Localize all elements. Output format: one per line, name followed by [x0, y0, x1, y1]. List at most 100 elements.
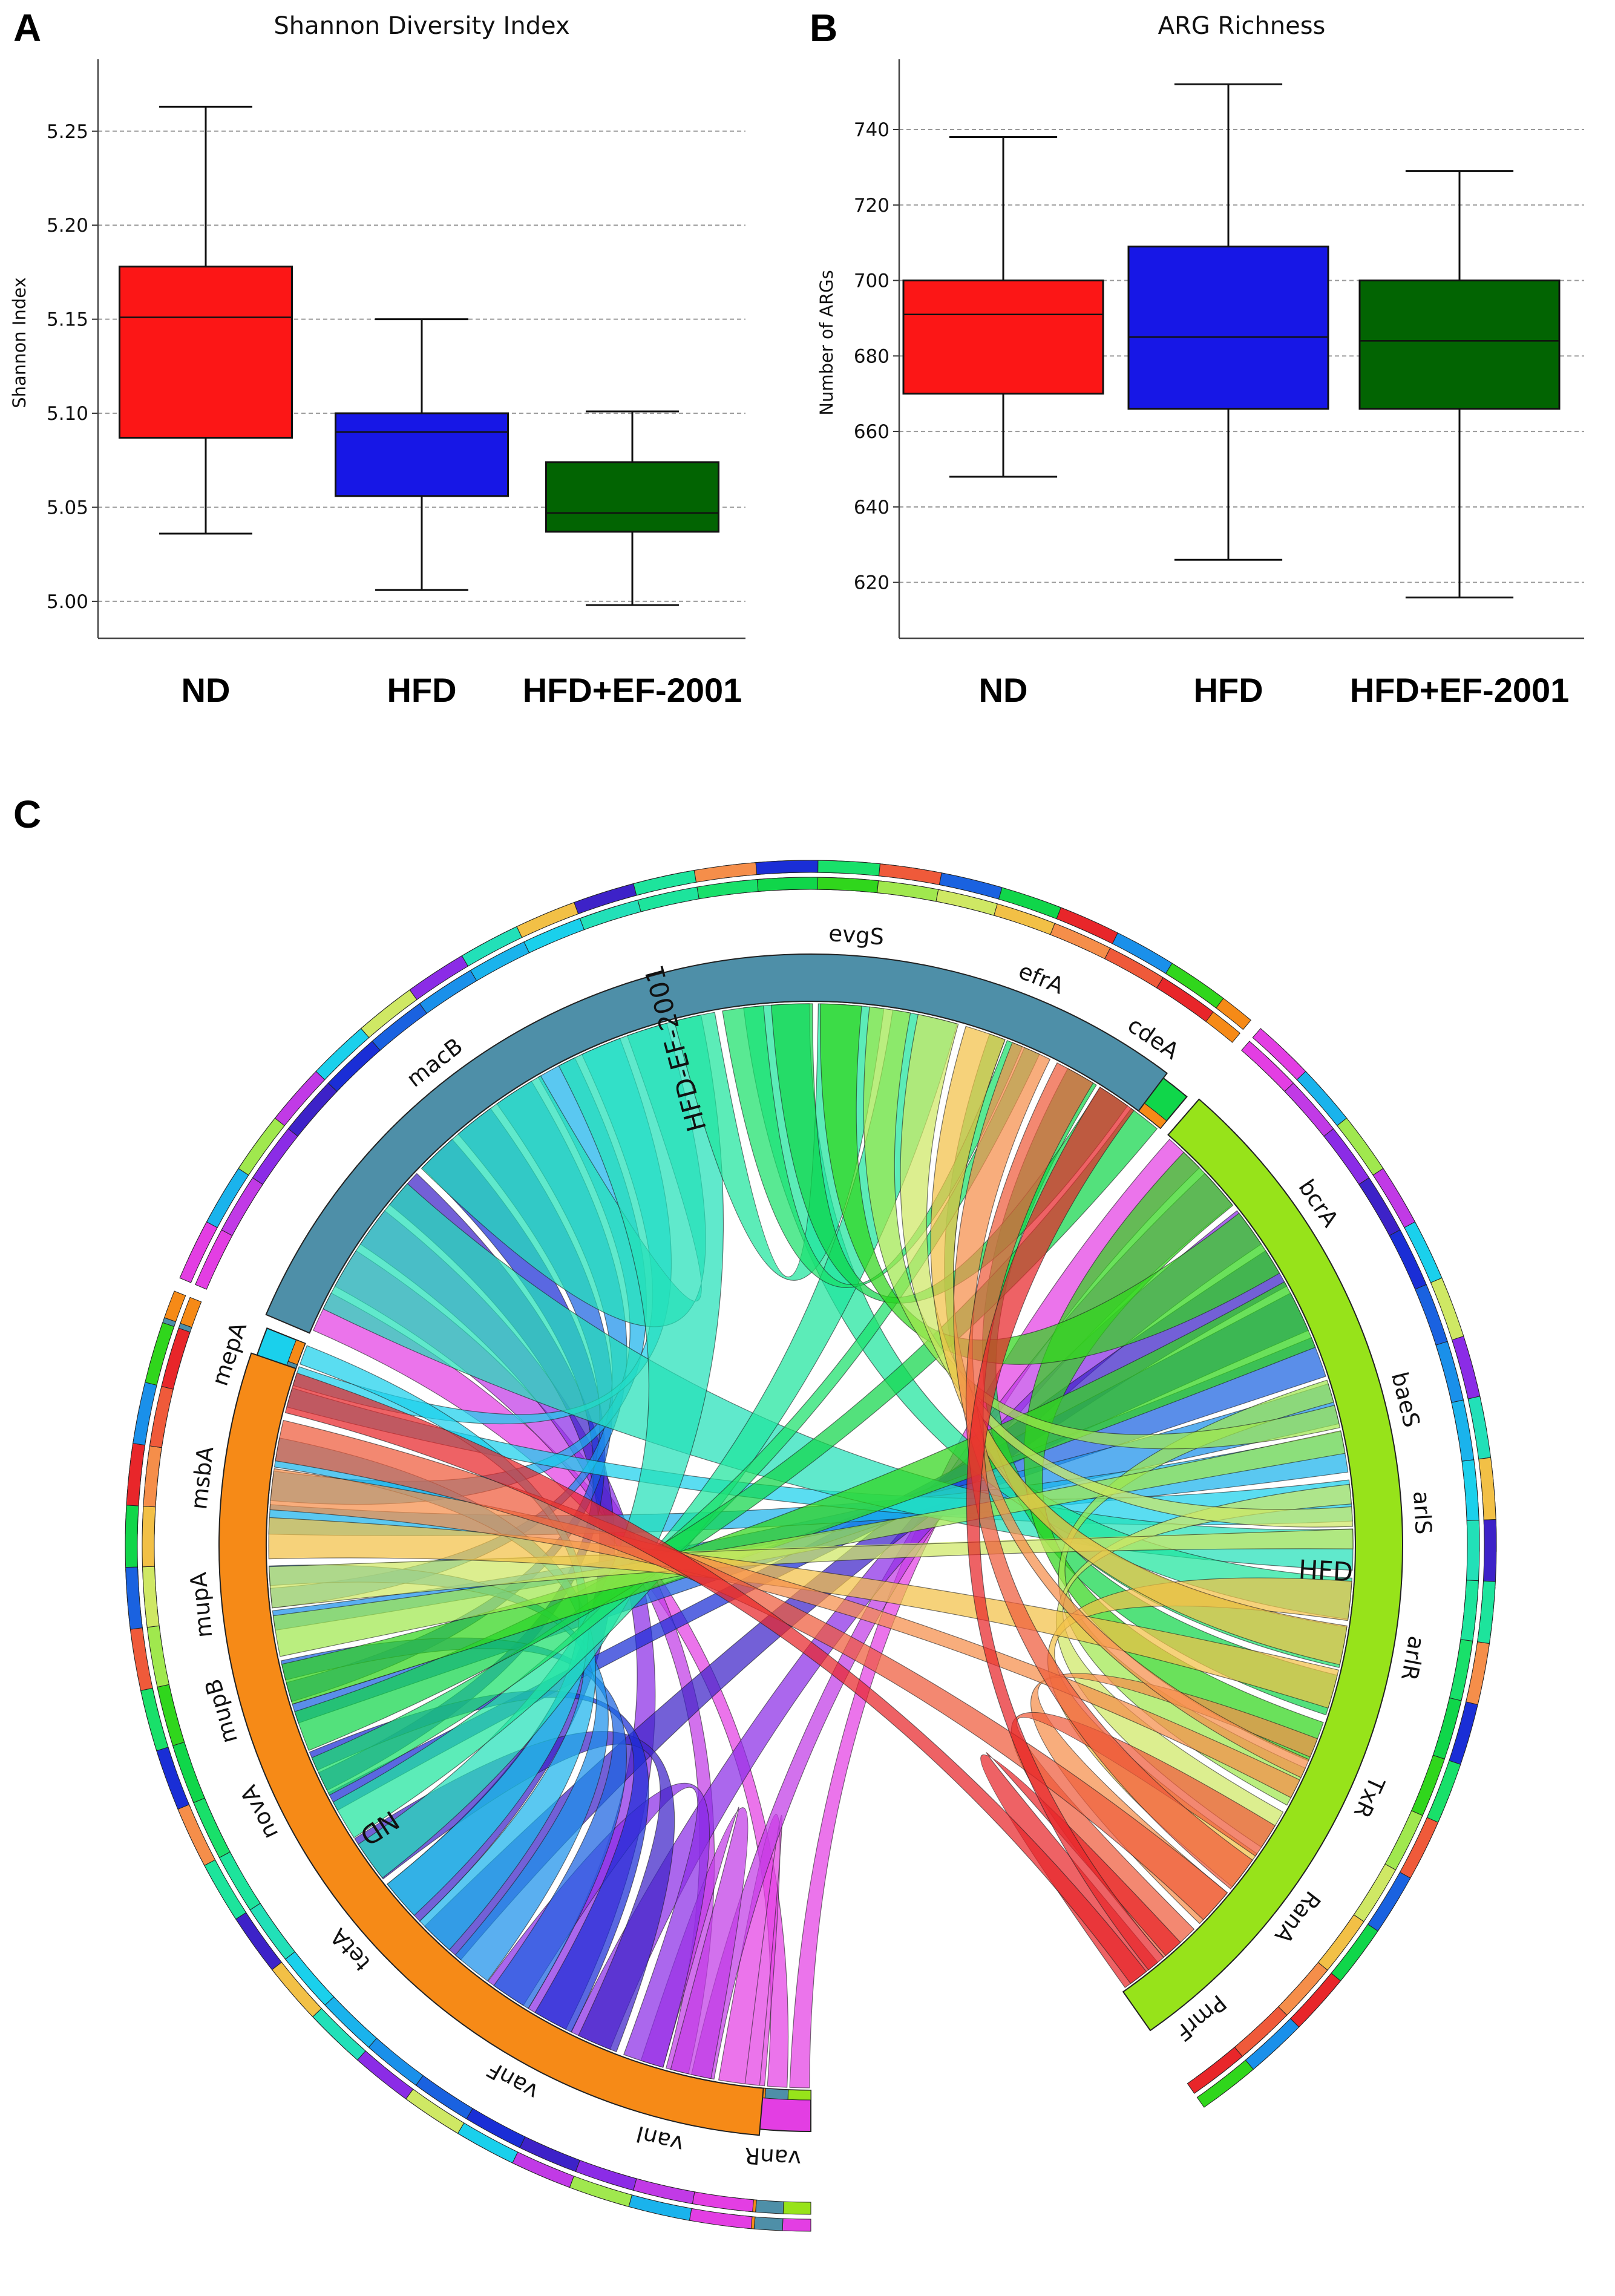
gene-label: arlS: [1408, 1490, 1436, 1535]
outer-segment: [1461, 1459, 1479, 1521]
box-iqr: [902, 280, 1104, 395]
y-tick-label: 700: [854, 270, 889, 292]
outer-segment: [1187, 2046, 1243, 2094]
category-label: HFD: [1193, 671, 1263, 709]
outer-segment: [696, 879, 759, 900]
category-label: ND: [182, 671, 231, 709]
gene-label: arlR: [1396, 1634, 1430, 1683]
box-HFD: [1127, 83, 1329, 561]
y-tick-label: 640: [854, 497, 889, 518]
y-axis-label: Number of ARGs: [816, 270, 837, 415]
outer-segment: [1477, 1580, 1496, 1644]
ribbon-TxR-HFD-EF-2001: [953, 1042, 1310, 1778]
outer-segment: [755, 2199, 784, 2214]
box-ND: [119, 105, 293, 535]
group-label: HFD: [1298, 1555, 1354, 1588]
ribbon-baeS-ND: [272, 1430, 1346, 1657]
outer-segment: [1482, 1519, 1497, 1582]
chart-title: Shannon Diversity Index: [274, 12, 569, 40]
category-label: HFD: [387, 671, 456, 709]
category-label: HFD+EF-2001: [523, 671, 742, 709]
ribbon-vanR-HFD: [789, 1139, 1201, 2088]
box-iqr: [119, 266, 293, 439]
gene-band: [287, 1339, 306, 1365]
outer-segment: [1165, 963, 1224, 1009]
ribbon-RanA-HFD-EF-2001: [965, 1062, 1253, 1889]
y-tick-label: 660: [854, 421, 889, 443]
box-iqr: [335, 412, 509, 497]
outer-segment: [1478, 1457, 1496, 1520]
gene-label: vanI: [634, 2121, 686, 2157]
y-tick-label: 5.05: [47, 497, 88, 518]
y-tick-label: 740: [854, 119, 889, 141]
outer-segment: [1460, 1580, 1479, 1642]
ribbon-arlS-HFD: [1055, 1483, 1352, 1848]
y-tick-label: 720: [854, 195, 889, 217]
ribbon-RanA-ND: [275, 1419, 1228, 1920]
y-tick-label: 5.20: [47, 215, 88, 237]
y-tick-label: 5.25: [47, 121, 88, 143]
outer-segment: [163, 1290, 186, 1323]
outer-segment: [817, 877, 879, 894]
outer-segment: [125, 1505, 139, 1568]
ribbon-arlS-HFD-EF-2001: [900, 1013, 1354, 1528]
outer-segment: [125, 1566, 143, 1630]
panel-label-c: C: [13, 793, 41, 836]
y-tick-label: 5.10: [47, 403, 88, 425]
panel-label-b: B: [810, 6, 837, 50]
outer-segment: [143, 1445, 162, 1508]
outer-segment: [1466, 1520, 1480, 1581]
box-HFD+EF-2001: [545, 410, 719, 606]
box-HFD: [335, 318, 509, 591]
outer-segment: [1196, 2059, 1254, 2108]
outer-segment: [180, 1297, 202, 1328]
gene-label: msbA: [186, 1445, 218, 1511]
gene-band: [787, 2089, 811, 2101]
ribbon-baeS-HFD-EF-2001: [863, 1006, 1341, 1450]
chart-a: Shannon Diversity Index 5.00 5.05 5.10 5.15 5…: [9, 12, 745, 709]
outer-segment: [755, 860, 819, 875]
outer-segment: [142, 1566, 160, 1628]
y-tick-label: 5.00: [47, 591, 88, 613]
category-label: HFD+EF-2001: [1350, 671, 1570, 709]
gene-label: vanR: [744, 2142, 802, 2172]
y-axis-label: Shannon Index: [9, 277, 30, 408]
outer-segment: [877, 880, 939, 902]
outer-segment: [782, 2201, 811, 2215]
y-tick-label: 5.15: [47, 309, 88, 331]
ribbon-PmrF-ND: [284, 1372, 1147, 1984]
y-tick-label: 620: [854, 572, 889, 594]
box-HFD+EF-2001: [1358, 170, 1561, 599]
chart-c: vanRvanIvanFtetAnovAmupBmupAmsbAmepAmacB…: [125, 860, 1497, 2232]
gene-label: evgS: [828, 920, 885, 950]
outer-segment: [689, 2208, 753, 2229]
box-ND: [902, 136, 1104, 478]
ribbon-arlR-ND: [268, 1517, 1339, 1709]
chart-b: ARG Richness 620 640 660 680 700 720 740 Number …: [816, 12, 1584, 709]
category-label: ND: [979, 671, 1028, 709]
outer-segment: [756, 877, 819, 892]
outer-segment: [161, 1327, 191, 1390]
group-ND: ND: [125, 1322, 764, 2229]
outer-segment: [145, 1322, 175, 1386]
chart-title: ARG Richness: [1158, 12, 1326, 40]
panel-label-a: A: [13, 6, 41, 50]
ribbons: [268, 1003, 1354, 2088]
y-tick-label: 680: [854, 345, 889, 367]
gene-label: baeS: [1386, 1370, 1425, 1430]
outer-segment: [693, 862, 758, 883]
outer-segment: [753, 2216, 784, 2231]
ribbon-PmrF-HFD-EF-2001: [966, 1087, 1164, 1971]
outer-segment: [1156, 977, 1214, 1022]
outer-segment: [126, 1443, 146, 1506]
outer-segment: [817, 860, 881, 877]
ribbon-macB-HFD: [323, 1183, 1354, 1571]
box-iqr: [545, 461, 719, 533]
gene-band: [764, 2088, 789, 2100]
group-arc: [218, 1352, 764, 2136]
group-arc: [1122, 1098, 1403, 2032]
outer-segment: [782, 2218, 811, 2232]
group-HFD: HFD: [1122, 1028, 1497, 2108]
ribbon-arlR-HFD-EF-2001: [930, 1025, 1348, 1666]
